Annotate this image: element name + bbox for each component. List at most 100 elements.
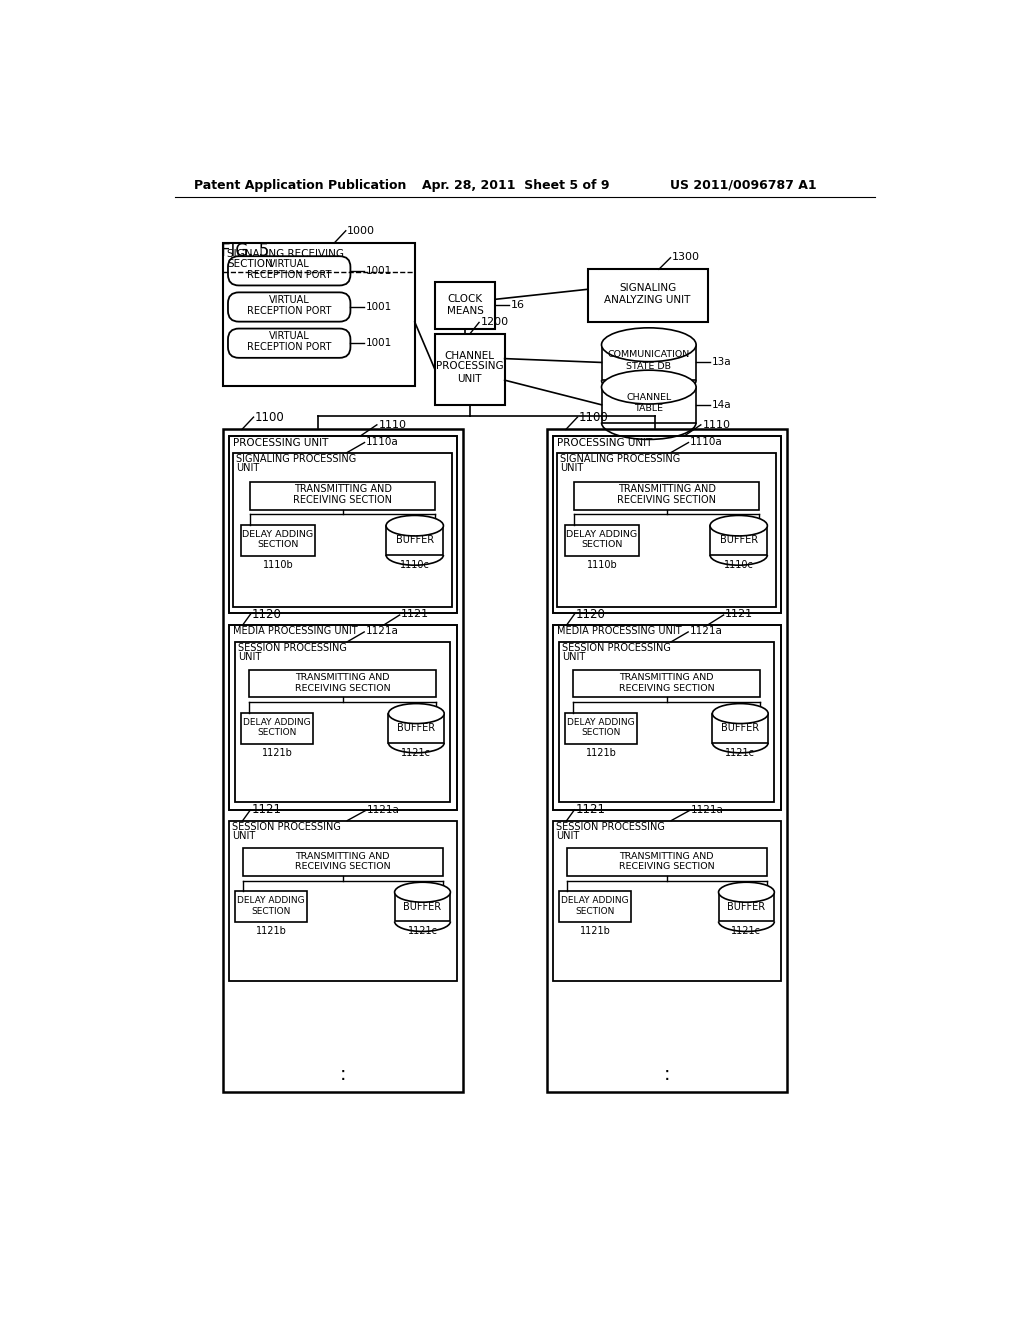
Bar [435,334,505,405]
FancyBboxPatch shape [228,293,350,322]
Text: 1110c: 1110c [724,560,754,570]
Text: CHANNEL: CHANNEL [444,351,495,360]
Ellipse shape [710,515,767,536]
Text: COMMUNICATION: COMMUNICATION [607,350,690,359]
Text: SESSION PROCESSING: SESSION PROCESSING [231,822,341,832]
Text: 1121: 1121 [575,804,606,816]
Text: UNIT: UNIT [238,652,261,663]
Text: 1110: 1110 [702,420,730,430]
Bar [222,429,463,1092]
Text: 1001: 1001 [366,338,392,348]
Text: DELAY ADDING: DELAY ADDING [243,529,313,539]
Text: Apr. 28, 2011  Sheet 5 of 9: Apr. 28, 2011 Sheet 5 of 9 [423,178,610,191]
Text: DELAY ADDING: DELAY ADDING [567,718,635,726]
Text: SESSION PROCESSING: SESSION PROCESSING [238,643,347,653]
Ellipse shape [601,327,696,362]
Ellipse shape [386,515,443,536]
Bar [386,525,443,554]
Ellipse shape [601,370,696,404]
Text: 13a: 13a [712,358,731,367]
Ellipse shape [713,704,768,723]
Bar [547,429,786,1092]
Text: PROCESSING UNIT: PROCESSING UNIT [232,438,328,449]
Bar [557,453,776,607]
Text: TRANSMITTING AND: TRANSMITTING AND [620,851,714,861]
Text: SECTION: SECTION [582,540,623,549]
Text: ANALYZING UNIT: ANALYZING UNIT [604,296,691,305]
Text: PROCESSING: PROCESSING [436,362,504,371]
Text: BUFFER: BUFFER [403,902,441,912]
Text: RECEIVING SECTION: RECEIVING SECTION [618,684,715,693]
Bar [435,281,496,330]
Text: MEDIA PROCESSING UNIT: MEDIA PROCESSING UNIT [557,626,681,636]
Text: UNIT: UNIT [560,463,584,473]
Text: RECEIVING SECTION: RECEIVING SECTION [295,862,390,871]
Text: 1121: 1121 [252,804,282,816]
Bar [228,626,457,810]
Bar [601,345,696,380]
Text: 16: 16 [511,301,525,310]
Text: 1121c: 1121c [401,748,431,758]
Text: DELAY ADDING: DELAY ADDING [238,896,305,906]
Bar [241,525,314,556]
Bar [553,821,780,981]
Text: 1110c: 1110c [399,560,430,570]
Text: 1120: 1120 [575,607,606,620]
Text: 1121a: 1121a [691,805,724,814]
Text: US 2011/0096787 A1: US 2011/0096787 A1 [671,178,817,191]
Bar [565,713,637,743]
Text: 1121b: 1121b [586,748,616,758]
Bar [251,482,435,510]
Text: SECTION: SECTION [251,907,291,916]
Text: SESSION PROCESSING: SESSION PROCESSING [556,822,665,832]
Text: UNIT: UNIT [562,652,586,663]
Text: UNIT: UNIT [458,374,482,384]
Text: RECEIVING SECTION: RECEIVING SECTION [293,495,392,506]
Bar [559,891,631,923]
Ellipse shape [394,882,451,902]
Text: CHANNEL: CHANNEL [626,392,672,401]
Text: 1200: 1200 [480,317,509,326]
Text: TRANSMITTING AND: TRANSMITTING AND [296,673,390,682]
Text: STATE DB: STATE DB [627,362,672,371]
Text: RECEPTION PORT: RECEPTION PORT [247,269,332,280]
Text: 1100: 1100 [579,411,609,424]
Text: UNIT: UNIT [237,463,260,473]
Text: 1000: 1000 [347,226,376,236]
Text: 1121a: 1121a [366,626,398,636]
Text: 1110a: 1110a [367,437,398,446]
Text: SESSION PROCESSING: SESSION PROCESSING [562,643,671,653]
Text: RECEIVING SECTION: RECEIVING SECTION [295,684,390,693]
Text: PROCESSING UNIT: PROCESSING UNIT [557,438,652,449]
Bar [565,525,639,556]
Text: Patent Application Publication: Patent Application Publication [194,178,407,191]
Text: RECEIVING SECTION: RECEIVING SECTION [618,862,715,871]
Text: SIGNALING RECEIVING: SIGNALING RECEIVING [227,249,344,259]
Text: MEDIA PROCESSING UNIT: MEDIA PROCESSING UNIT [232,626,357,636]
Text: SECTION: SECTION [227,259,273,269]
Text: BUFFER: BUFFER [727,902,766,912]
Text: TRANSMITTING AND: TRANSMITTING AND [296,851,390,861]
Bar [249,669,436,697]
Text: SIGNALING: SIGNALING [620,282,676,293]
Bar [241,713,313,743]
Bar [719,892,774,921]
Text: VIRTUAL: VIRTUAL [269,259,309,269]
Bar [572,669,761,697]
Text: RECEIVING SECTION: RECEIVING SECTION [617,495,716,506]
Bar [228,436,457,612]
Text: VIRTUAL: VIRTUAL [269,331,309,342]
Text: 1121c: 1121c [731,927,762,936]
Bar [710,525,767,554]
Bar [228,821,457,981]
Text: 1110b: 1110b [262,560,293,570]
Text: RECEPTION PORT: RECEPTION PORT [247,342,332,352]
Text: BUFFER: BUFFER [720,536,758,545]
Text: 1100: 1100 [255,411,285,424]
Text: SECTION: SECTION [575,907,614,916]
Bar [234,891,307,923]
Text: TRANSMITTING AND: TRANSMITTING AND [617,484,716,495]
Text: 1001: 1001 [366,265,392,276]
Text: 1001: 1001 [366,302,392,312]
Text: FIG. 5: FIG. 5 [221,242,269,260]
